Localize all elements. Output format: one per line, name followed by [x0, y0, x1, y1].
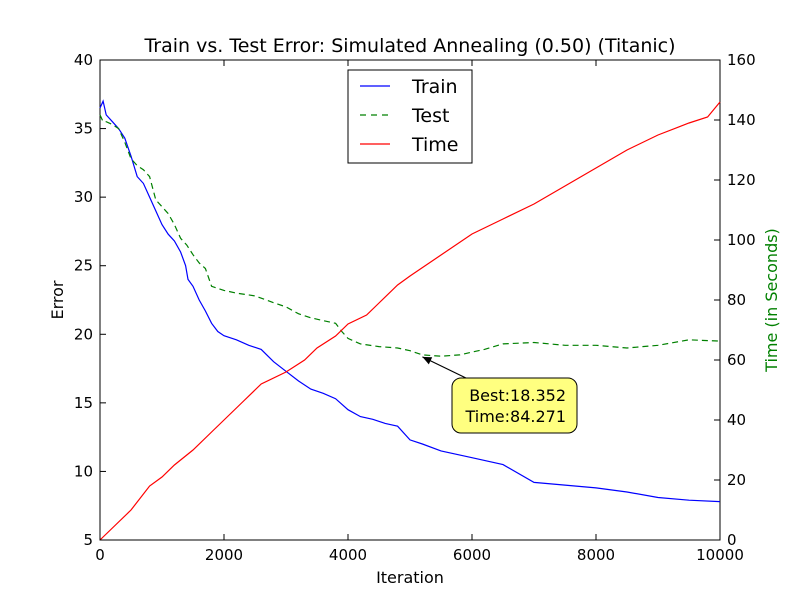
y-tick-label: 25 [74, 257, 93, 275]
y2-axis-title: Time (in Seconds) [762, 228, 781, 373]
annotation-time: Time:84.271 [464, 407, 566, 426]
y2-tick-label: 40 [727, 411, 746, 429]
y-tick-label: 5 [83, 531, 93, 549]
y2-tick-label: 20 [727, 471, 746, 489]
series-layer [99, 99, 721, 541]
axes-layer: 0 2000 4000 6000 8000 10000 5 10 15 20 25 30 35 40 0 20… [74, 51, 756, 564]
series-line-test [99, 114, 721, 357]
x-tick-label: 2000 [205, 546, 243, 564]
legend-train-label: Train [411, 76, 458, 98]
x-axis-title: Iteration [376, 568, 444, 587]
x-tick-label: 8000 [577, 546, 615, 564]
annotation-arrowhead [422, 356, 433, 365]
y2-tick-label: 120 [727, 171, 756, 189]
legend: Train Test Time [347, 69, 473, 164]
x-tick-label: 6000 [453, 546, 491, 564]
annotation: Best:18.352 Time:84.271 [422, 356, 578, 434]
x-tick-label: 4000 [329, 546, 367, 564]
y-axis-title: Error [48, 280, 67, 319]
y2-tick-label: 160 [727, 51, 756, 69]
y-tick-label: 40 [74, 51, 93, 69]
y-tick-label: 30 [74, 188, 93, 206]
y2-tick-label: 140 [727, 111, 756, 129]
x-tick-label: 0 [95, 546, 105, 564]
y2-tick-label: 80 [727, 291, 746, 309]
y-tick-label: 35 [74, 120, 93, 138]
series-line-time [99, 101, 721, 541]
y-tick-label: 20 [74, 325, 93, 343]
legend-test-label: Test [411, 105, 449, 127]
y2-tick-label: 0 [727, 531, 737, 549]
y-tick-label: 10 [74, 462, 93, 480]
y2-tick-label: 60 [727, 351, 746, 369]
annotation-box [451, 377, 578, 434]
annotation-best: Best:18.352 [469, 386, 566, 405]
x-tick-label: 10000 [696, 546, 744, 564]
y-tick-label: 15 [74, 394, 93, 412]
legend-time-label: Time [411, 134, 459, 156]
chart-title: Train vs. Test Error: Simulated Annealin… [143, 35, 675, 57]
series-line-train [99, 99, 721, 503]
y2-tick-label: 100 [727, 231, 756, 249]
